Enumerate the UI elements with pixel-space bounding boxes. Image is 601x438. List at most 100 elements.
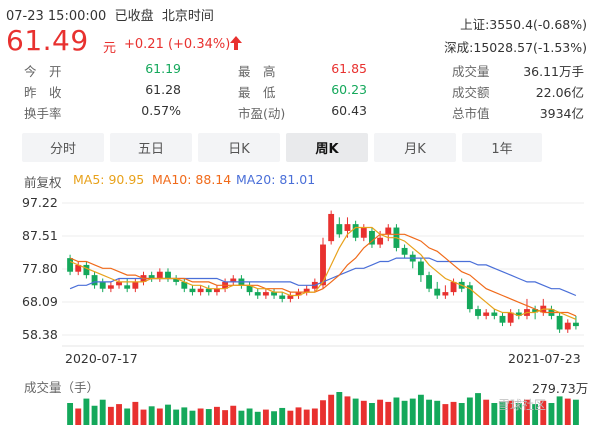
volume-bar [140, 409, 147, 425]
volume-bar [524, 399, 530, 425]
candle-body [116, 281, 122, 286]
ma5-value: MA5: 90.95 [73, 172, 145, 187]
index-name: 上证: [460, 17, 490, 32]
index-shenzhen[interactable]: 深成:15028.57(-1.53%) [444, 37, 587, 56]
tab-daily-k[interactable]: 日K [198, 133, 280, 162]
volume-bar [287, 410, 294, 425]
candle-body [572, 322, 579, 327]
tab-intraday[interactable]: 分时 [22, 133, 104, 162]
volume-bar [213, 406, 220, 425]
candle-body [320, 244, 326, 286]
candle-body [507, 312, 514, 323]
candle-body [564, 322, 571, 330]
volume-bar [426, 399, 433, 425]
candle-body [434, 288, 441, 296]
stat-label: 市盈(动) [238, 106, 286, 121]
candle-body [417, 261, 424, 276]
stat-label: 总市值 [452, 106, 490, 121]
price-unit: 元 [103, 41, 117, 56]
stat-label: 最 高 [238, 64, 276, 79]
candle-body [328, 213, 335, 242]
candle-body [532, 309, 539, 313]
volume-bar [189, 410, 196, 425]
candle-body [124, 285, 131, 289]
timezone-label: 北京时间 [161, 9, 214, 24]
volume-bar [75, 408, 82, 425]
stat-value-high: 61.85 [331, 61, 367, 76]
candle-body [181, 281, 188, 289]
ma20-value: MA20: 81.01 [236, 172, 316, 187]
volume-bar [409, 398, 416, 425]
stat-value-low: 60.23 [331, 82, 367, 97]
y-axis-label: 58.38 [22, 327, 58, 342]
volume-bar [238, 410, 245, 425]
candle-body [230, 278, 237, 282]
candle-body [271, 292, 277, 296]
volume-bar [548, 403, 555, 425]
volume-bar [499, 401, 506, 425]
volume-bar [295, 407, 302, 425]
arrow-up-icon [230, 36, 242, 50]
stat-label: 换手率 [24, 106, 62, 121]
volume-bar [336, 392, 343, 425]
stat-value-turnover-rate: 0.57% [141, 103, 181, 118]
candle-body [442, 292, 449, 296]
candle-body [83, 264, 90, 276]
volume-bar [360, 400, 367, 425]
candle-body [165, 271, 171, 279]
x-axis-start-date: 2020-07-17 [65, 351, 138, 366]
candle-body [75, 264, 82, 272]
volume-bar [385, 401, 392, 425]
candle-body [254, 292, 261, 296]
volume-bar [515, 403, 522, 425]
volume-bar [434, 400, 441, 425]
candle-body [385, 227, 392, 235]
volume-bar [148, 406, 155, 425]
candle-body [67, 258, 74, 272]
candle-body [377, 237, 384, 245]
volume-bar [572, 399, 579, 425]
tab-one-year[interactable]: 1年 [462, 133, 542, 162]
candle-body [450, 281, 457, 293]
adjust-mode[interactable]: 前复权 [24, 175, 62, 190]
index-value: 15028.57(-1.53%) [473, 40, 587, 55]
volume-bar [483, 399, 490, 425]
stat-label: 成交额 [452, 85, 490, 100]
volume-bar [222, 410, 229, 425]
tab-weekly-k[interactable]: 周K [286, 133, 368, 162]
index-value: 3550.4(-0.68%) [489, 17, 587, 32]
candle-body [213, 288, 220, 293]
candle-body [279, 295, 286, 299]
candle-body [91, 275, 98, 286]
candle-body [344, 224, 351, 231]
volume-bar [369, 403, 375, 425]
y-axis-label: 97.22 [22, 195, 58, 210]
candle-body [466, 285, 473, 310]
volume-bar [165, 404, 171, 425]
quote-header-time: 07-23 15:00:00 已收盘 北京时间 [6, 5, 214, 24]
candle-body [132, 281, 139, 289]
volume-bar [230, 405, 237, 425]
candle-body [262, 292, 269, 296]
watermark: 雪球社区 [498, 398, 547, 412]
tab-five-day[interactable]: 五日 [110, 133, 192, 162]
index-shanghai[interactable]: 上证:3550.4(-0.68%) [460, 14, 587, 33]
candle-body [475, 309, 481, 316]
volume-bar [132, 401, 139, 425]
candle-body [99, 281, 106, 289]
volume-bar [320, 400, 326, 425]
volume-bar [450, 401, 457, 425]
y-axis-label: 87.51 [22, 228, 58, 243]
volume-bar [507, 400, 514, 425]
stat-label: 今 开 [24, 64, 62, 79]
stat-value-open: 61.19 [145, 61, 181, 76]
volume-bar [91, 405, 98, 425]
volume-bar [344, 396, 351, 425]
candle-body [369, 230, 375, 245]
volume-bar [197, 408, 204, 425]
volume-bar [377, 399, 384, 425]
volume-bar [328, 394, 335, 425]
tab-monthly-k[interactable]: 月K [374, 133, 456, 162]
stat-value-market-cap: 3934亿 [539, 106, 584, 121]
